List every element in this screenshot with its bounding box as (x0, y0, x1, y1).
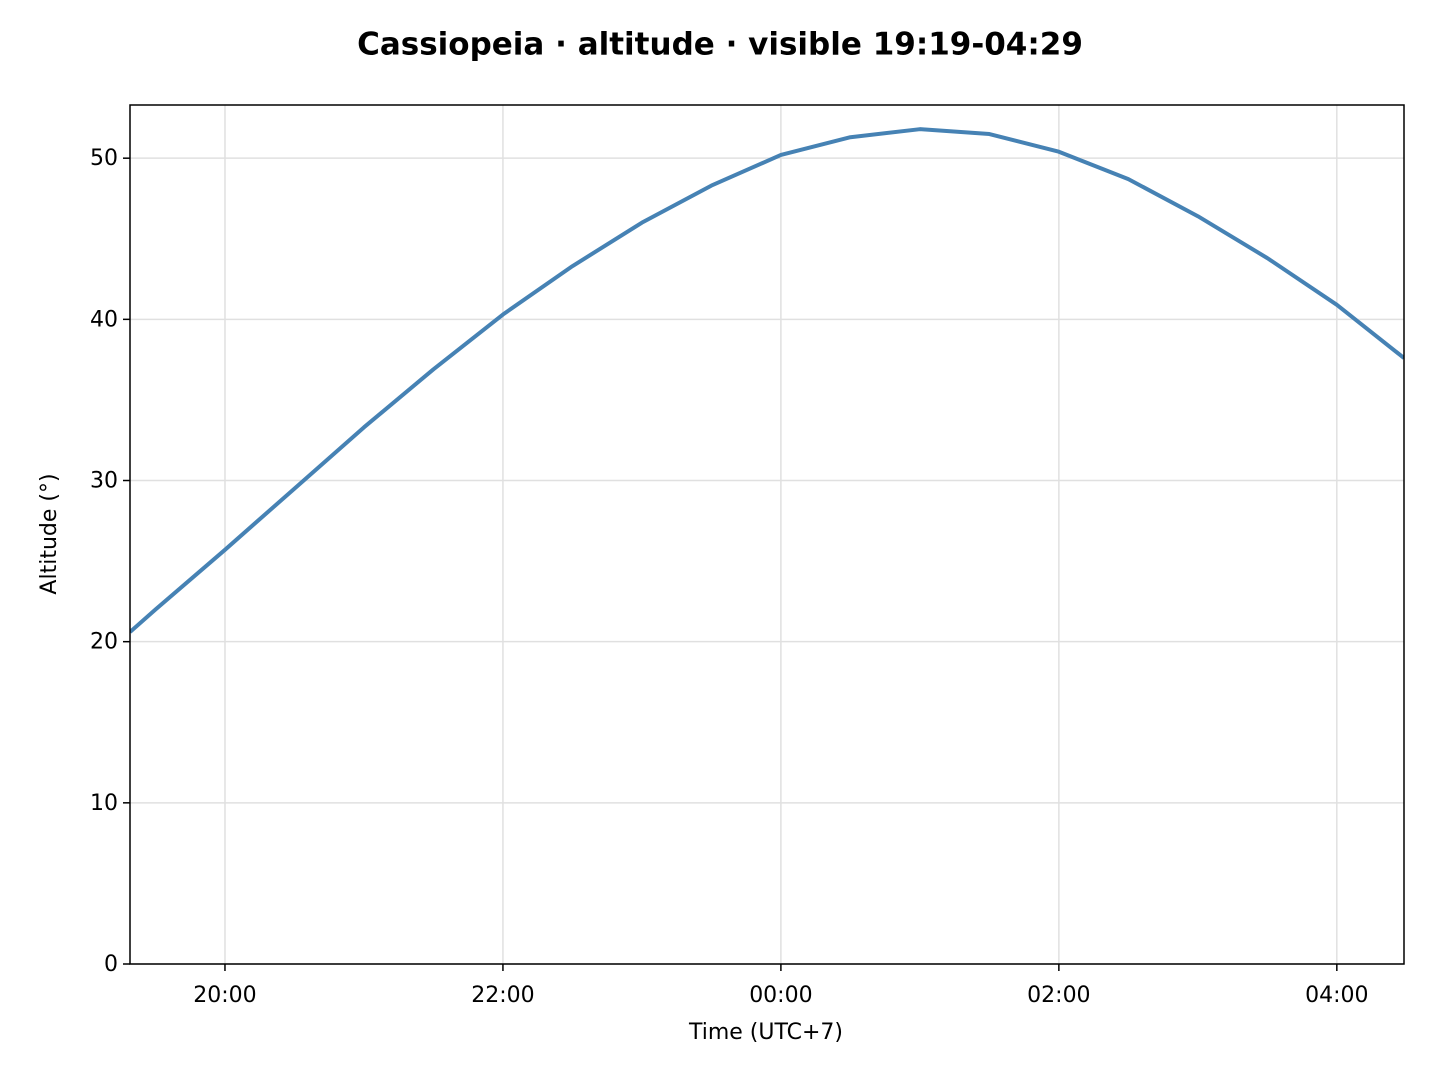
y-tick-label: 10 (90, 791, 118, 816)
x-tick-label: 22:00 (471, 983, 534, 1008)
x-tick-label: 04:00 (1305, 983, 1368, 1008)
y-tick-label: 20 (90, 630, 118, 655)
y-axis-label: Altitude (°) (37, 473, 62, 594)
x-axis-label: Time (UTC+7) (688, 1020, 843, 1045)
y-tick-label: 40 (90, 307, 118, 332)
y-tick-label: 30 (90, 469, 118, 494)
y-tick-label: 0 (104, 952, 118, 977)
x-tick-label: 20:00 (193, 983, 256, 1008)
y-tick-label: 50 (90, 146, 118, 171)
chart-title: Cassiopeia · altitude · visible 19:19-04… (357, 27, 1083, 63)
line-series (130, 127, 1404, 634)
x-tick-label: 00:00 (749, 983, 812, 1008)
plot-frame (129, 104, 1405, 965)
x-tick-label: 02:00 (1027, 983, 1090, 1008)
